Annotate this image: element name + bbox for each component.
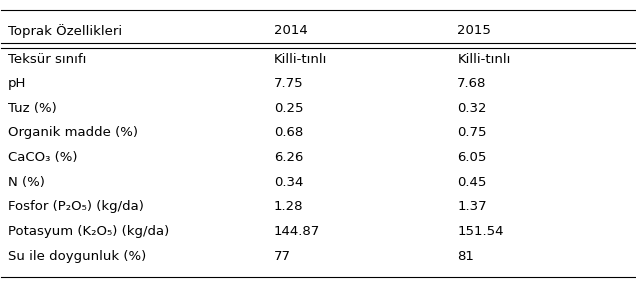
Text: Tuz (%): Tuz (%) [8, 102, 57, 115]
Text: Killi-tınlı: Killi-tınlı [457, 53, 511, 65]
Text: Potasyum (K₂O₅) (kg/da): Potasyum (K₂O₅) (kg/da) [8, 225, 169, 238]
Text: 0.75: 0.75 [457, 127, 487, 139]
Text: 2014: 2014 [273, 24, 307, 37]
Text: Organik madde (%): Organik madde (%) [8, 127, 138, 139]
Text: CaCO₃ (%): CaCO₃ (%) [8, 151, 77, 164]
Text: 6.05: 6.05 [457, 151, 487, 164]
Text: 7.75: 7.75 [273, 77, 303, 90]
Text: 0.45: 0.45 [457, 176, 487, 189]
Text: 1.28: 1.28 [273, 200, 303, 213]
Text: 0.25: 0.25 [273, 102, 303, 115]
Text: 0.34: 0.34 [273, 176, 303, 189]
Text: Toprak Özellikleri: Toprak Özellikleri [8, 24, 122, 38]
Text: 0.32: 0.32 [457, 102, 487, 115]
Text: 0.68: 0.68 [273, 127, 303, 139]
Text: 81: 81 [457, 250, 474, 263]
Text: Su ile doygunluk (%): Su ile doygunluk (%) [8, 250, 146, 263]
Text: pH: pH [8, 77, 26, 90]
Text: Killi-tınlı: Killi-tınlı [273, 53, 327, 65]
Text: 77: 77 [273, 250, 291, 263]
Text: 151.54: 151.54 [457, 225, 504, 238]
Text: N (%): N (%) [8, 176, 45, 189]
Text: 6.26: 6.26 [273, 151, 303, 164]
Text: 1.37: 1.37 [457, 200, 487, 213]
Text: 7.68: 7.68 [457, 77, 487, 90]
Text: Teksür sınıfı: Teksür sınıfı [8, 53, 86, 65]
Text: 144.87: 144.87 [273, 225, 320, 238]
Text: Fosfor (P₂O₅) (kg/da): Fosfor (P₂O₅) (kg/da) [8, 200, 144, 213]
Text: 2015: 2015 [457, 24, 491, 37]
